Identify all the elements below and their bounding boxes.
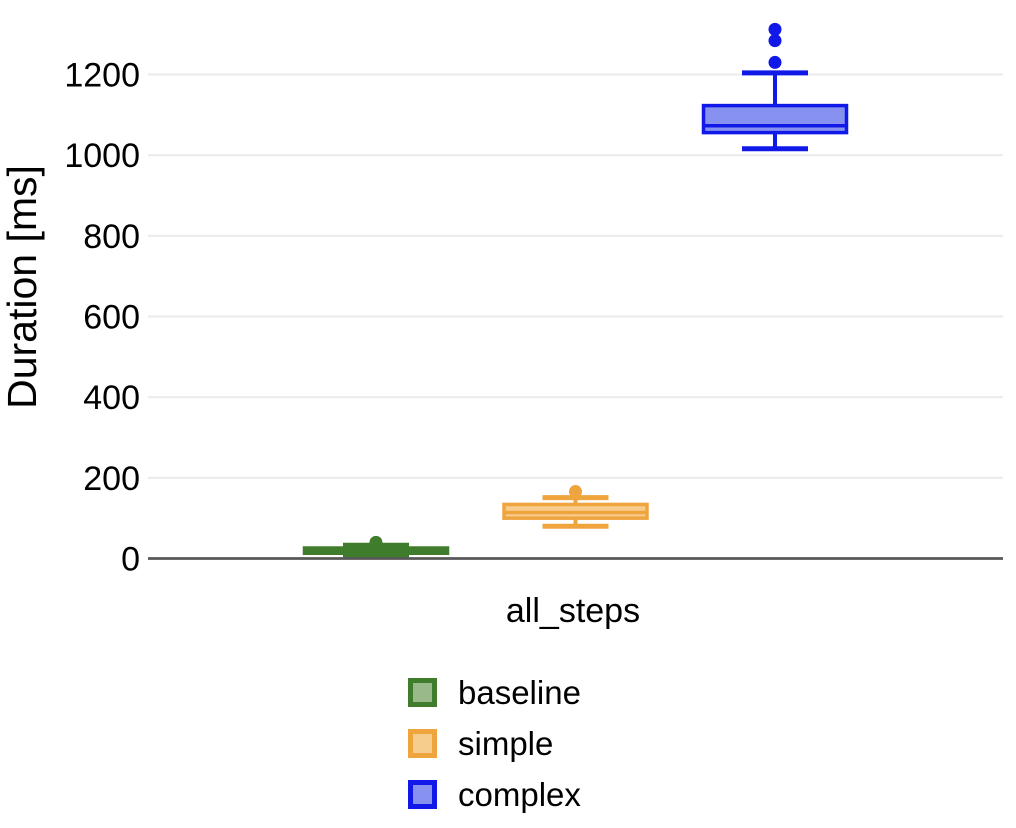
legend-label-simple: simple (458, 724, 554, 762)
x-tick-label: all_steps (506, 592, 640, 630)
y-tick-label-800: 800 (83, 218, 140, 256)
legend-swatch-complex-icon (408, 779, 437, 809)
y-tick-label-400: 400 (83, 379, 140, 417)
legend-item-simple: simple (408, 724, 581, 762)
iqr-box-complex (701, 103, 849, 135)
outlier-complex-2 (768, 22, 782, 36)
outlier-simple-0 (569, 485, 582, 499)
legend-item-baseline: baseline (408, 673, 581, 711)
legend-swatch-baseline-icon (408, 677, 437, 707)
box-complex (701, 22, 849, 152)
box-simple (502, 485, 649, 529)
y-tick-label-600: 600 (83, 299, 140, 337)
legend-label-complex: complex (458, 775, 581, 813)
legend-item-complex: complex (408, 775, 581, 813)
y-axis-title: Duration [ms] (0, 165, 45, 409)
outlier-complex-1 (768, 34, 782, 48)
box-baseline (302, 535, 450, 559)
outlier-baseline-0 (369, 535, 383, 549)
outlier-complex-0 (768, 55, 782, 69)
legend: baseline simple complex (408, 673, 581, 828)
y-tick-label-1200: 1200 (64, 57, 140, 95)
legend-label-baseline: baseline (458, 673, 581, 711)
legend-swatch-simple-icon (408, 728, 437, 758)
y-tick-label-200: 200 (83, 460, 140, 498)
y-tick-label-1000: 1000 (64, 137, 140, 175)
y-tick-label-0: 0 (121, 541, 140, 579)
